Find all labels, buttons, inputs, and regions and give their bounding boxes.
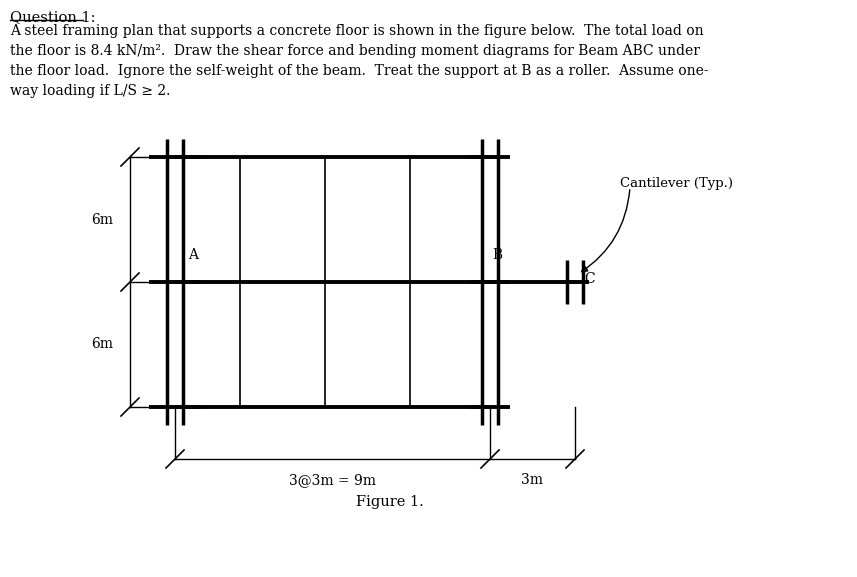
Text: A steel framing plan that supports a concrete floor is shown in the figure below: A steel framing plan that supports a con… [10, 24, 709, 98]
Text: Question 1:: Question 1: [10, 10, 95, 24]
Text: 3m: 3m [522, 473, 543, 487]
Text: 6m: 6m [91, 212, 113, 227]
Text: Cantilever (Typ.): Cantilever (Typ.) [620, 177, 733, 190]
Text: B: B [492, 248, 502, 262]
Text: Figure 1.: Figure 1. [357, 495, 424, 509]
Text: C: C [584, 272, 595, 286]
Text: A: A [188, 248, 198, 262]
Text: 3@3m = 9m: 3@3m = 9m [289, 473, 376, 487]
Text: 6m: 6m [91, 338, 113, 351]
